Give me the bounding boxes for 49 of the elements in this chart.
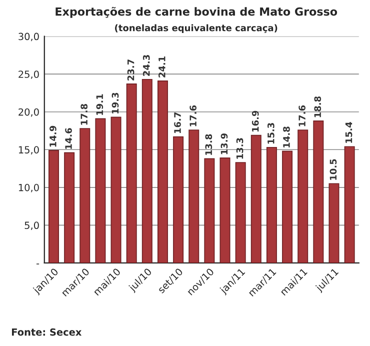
bar bbox=[220, 158, 230, 263]
y-tick-label: 20,0 bbox=[18, 108, 39, 117]
bar bbox=[95, 118, 106, 263]
data-label: 16.7 bbox=[174, 112, 181, 134]
bar bbox=[282, 150, 293, 263]
bar bbox=[328, 183, 340, 263]
bar bbox=[126, 84, 137, 263]
bar bbox=[344, 146, 355, 263]
chart-subtitle: (toneladas equivalente carcaça) bbox=[115, 24, 278, 34]
y-tick-label: 10,0 bbox=[18, 184, 39, 192]
bar bbox=[188, 130, 200, 263]
bar bbox=[64, 152, 75, 263]
bar bbox=[157, 80, 168, 263]
data-label: 17.6 bbox=[298, 105, 306, 126]
y-tick-label: 5,0 bbox=[24, 222, 39, 230]
data-label: 24.1 bbox=[158, 56, 166, 78]
y-tick-label: 25,0 bbox=[18, 70, 39, 79]
data-label: 15.4 bbox=[345, 122, 352, 143]
bar bbox=[250, 134, 262, 263]
data-label: 14.9 bbox=[50, 126, 56, 147]
source-note: Fonte: Secex bbox=[12, 328, 82, 336]
bar bbox=[110, 116, 122, 263]
data-label: 19.1 bbox=[96, 94, 104, 115]
data-label: 13.3 bbox=[236, 138, 244, 159]
data-label: 17.6 bbox=[190, 105, 196, 126]
bar bbox=[80, 128, 90, 263]
y-tick-label: 30,0 bbox=[18, 32, 39, 42]
data-label: 18.8 bbox=[314, 96, 322, 118]
data-label: 10.5 bbox=[330, 159, 337, 180]
data-label: 19.3 bbox=[112, 92, 119, 114]
data-label: 16.9 bbox=[252, 110, 259, 132]
data-label: 14.8 bbox=[283, 126, 290, 148]
bar bbox=[142, 78, 152, 263]
bar bbox=[204, 158, 215, 263]
data-label: 17.8 bbox=[80, 104, 88, 125]
bar bbox=[266, 146, 277, 263]
bar bbox=[313, 120, 324, 263]
data-label: 14.6 bbox=[65, 128, 72, 149]
data-label: 13.8 bbox=[205, 134, 212, 155]
data-label: 15.3 bbox=[268, 123, 274, 144]
bar bbox=[48, 150, 59, 263]
data-label: 13.9 bbox=[220, 133, 228, 154]
y-tick-label: 15,0 bbox=[18, 146, 39, 154]
data-label: 24.3 bbox=[142, 55, 150, 76]
data-label: 23.7 bbox=[127, 60, 134, 80]
bar bbox=[298, 130, 308, 263]
bar bbox=[235, 162, 246, 263]
bar bbox=[173, 136, 184, 263]
chart-title: Exportações de carne bovina de Mato Grosso bbox=[56, 6, 338, 18]
